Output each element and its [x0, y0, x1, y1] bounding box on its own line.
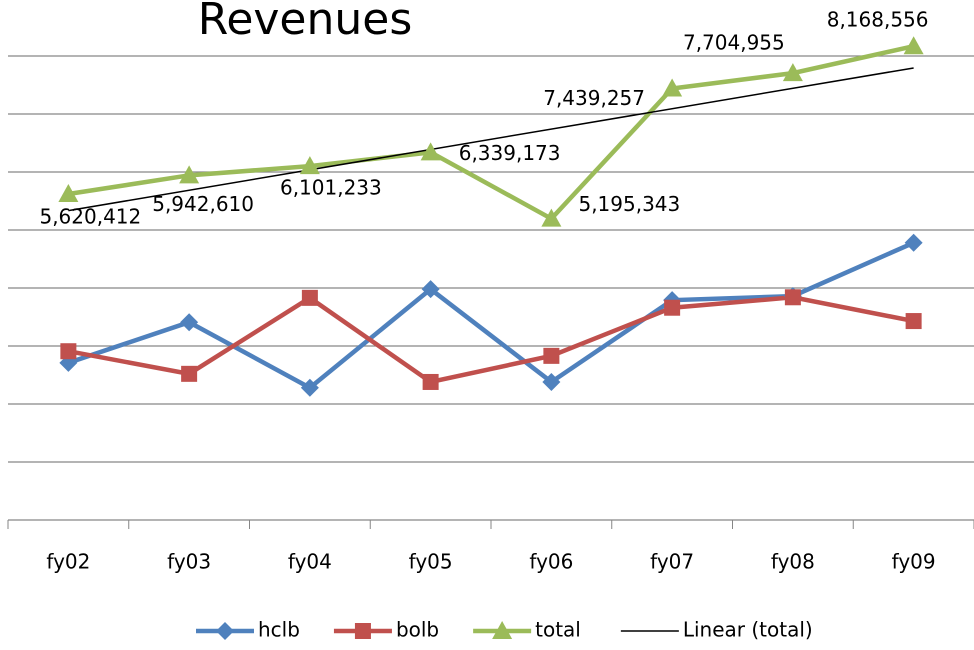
x-tick-label: fy02	[46, 550, 90, 574]
x-tick-label: fy03	[167, 550, 211, 574]
data-label: 8,168,556	[827, 8, 929, 32]
point	[543, 347, 560, 364]
point	[58, 184, 79, 203]
point	[60, 343, 77, 360]
point	[300, 378, 319, 397]
x-tick-label: fy08	[771, 550, 815, 574]
legend-marker	[216, 622, 234, 640]
data-label: 7,704,955	[683, 31, 785, 55]
data-label: 7,439,257	[543, 86, 645, 110]
legend-label: bolb	[396, 618, 439, 642]
point	[301, 289, 318, 306]
data-label: 5,195,343	[578, 192, 680, 216]
point	[662, 78, 683, 97]
point	[179, 165, 200, 184]
legend-marker	[492, 621, 513, 639]
chart-title: Revenues	[198, 0, 413, 45]
trendline	[68, 67, 914, 212]
point	[782, 63, 803, 82]
point	[664, 299, 681, 316]
x-tick-label: fy07	[650, 550, 694, 574]
point	[903, 36, 924, 55]
point	[905, 313, 922, 330]
data-label: 5,942,610	[152, 192, 254, 216]
point	[299, 156, 320, 175]
legend-label: Linear (total)	[683, 618, 813, 642]
legend-marker	[354, 623, 371, 639]
point	[421, 280, 440, 299]
point	[784, 289, 801, 306]
point	[904, 233, 923, 252]
x-tick-label: fy06	[529, 550, 573, 574]
point	[541, 208, 562, 227]
legend-label: total	[535, 618, 581, 642]
x-tick-label: fy05	[409, 550, 453, 574]
data-label: 6,339,173	[459, 141, 561, 165]
series-line	[67, 295, 915, 385]
legend-label: hclb	[258, 618, 300, 642]
point	[542, 372, 561, 391]
x-tick-label: fy04	[288, 550, 332, 574]
data-label: 6,101,233	[280, 176, 382, 200]
point	[180, 313, 199, 332]
x-tick-label: fy09	[892, 550, 936, 574]
point	[422, 373, 439, 390]
data-label: 5,620,412	[39, 205, 141, 229]
point	[420, 142, 441, 161]
point	[181, 365, 198, 382]
series-line	[68, 44, 915, 222]
